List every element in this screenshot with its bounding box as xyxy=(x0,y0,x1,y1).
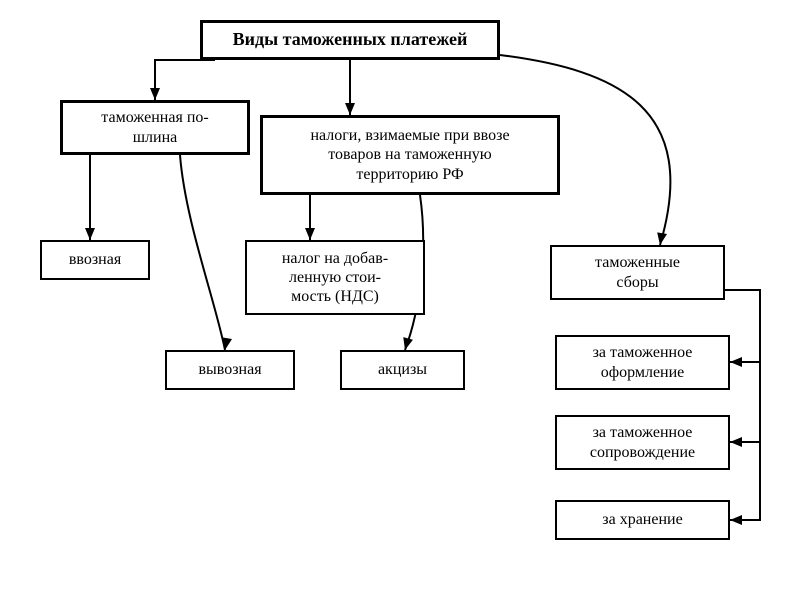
arrowhead-icon xyxy=(150,88,160,100)
arrowhead-icon xyxy=(305,228,315,240)
arrowhead-icon xyxy=(730,437,742,447)
arrowhead-icon xyxy=(220,337,232,351)
node-storage: за хранение xyxy=(555,500,730,540)
arrowhead-icon xyxy=(730,515,742,525)
edge-4 xyxy=(180,155,225,350)
node-escort: за таможенноесопровождение xyxy=(555,415,730,470)
node-duty: таможенная по-шлина xyxy=(60,100,250,155)
node-nds: налог на добав-ленную стои-мость (НДС) xyxy=(245,240,425,315)
node-export: вывозная xyxy=(165,350,295,390)
edge-0 xyxy=(155,60,215,100)
arrowhead-icon xyxy=(655,232,667,246)
node-fees: таможенныесборы xyxy=(550,245,725,300)
edge-9 xyxy=(730,442,760,520)
arrowhead-icon xyxy=(345,103,355,115)
arrowhead-icon xyxy=(730,357,742,367)
node-taxes: налоги, взимаемые при ввозетоваров на та… xyxy=(260,115,560,195)
node-import: ввозная xyxy=(40,240,150,280)
edge-7 xyxy=(725,290,760,362)
edge-8 xyxy=(730,362,760,442)
node-excise: акцизы xyxy=(340,350,465,390)
node-registration: за таможенноеоформление xyxy=(555,335,730,390)
node-root: Виды таможенных платежей xyxy=(200,20,500,60)
arrowhead-icon xyxy=(85,228,95,240)
flowchart-canvas: Виды таможенных платежей таможенная по-шл… xyxy=(0,0,800,600)
